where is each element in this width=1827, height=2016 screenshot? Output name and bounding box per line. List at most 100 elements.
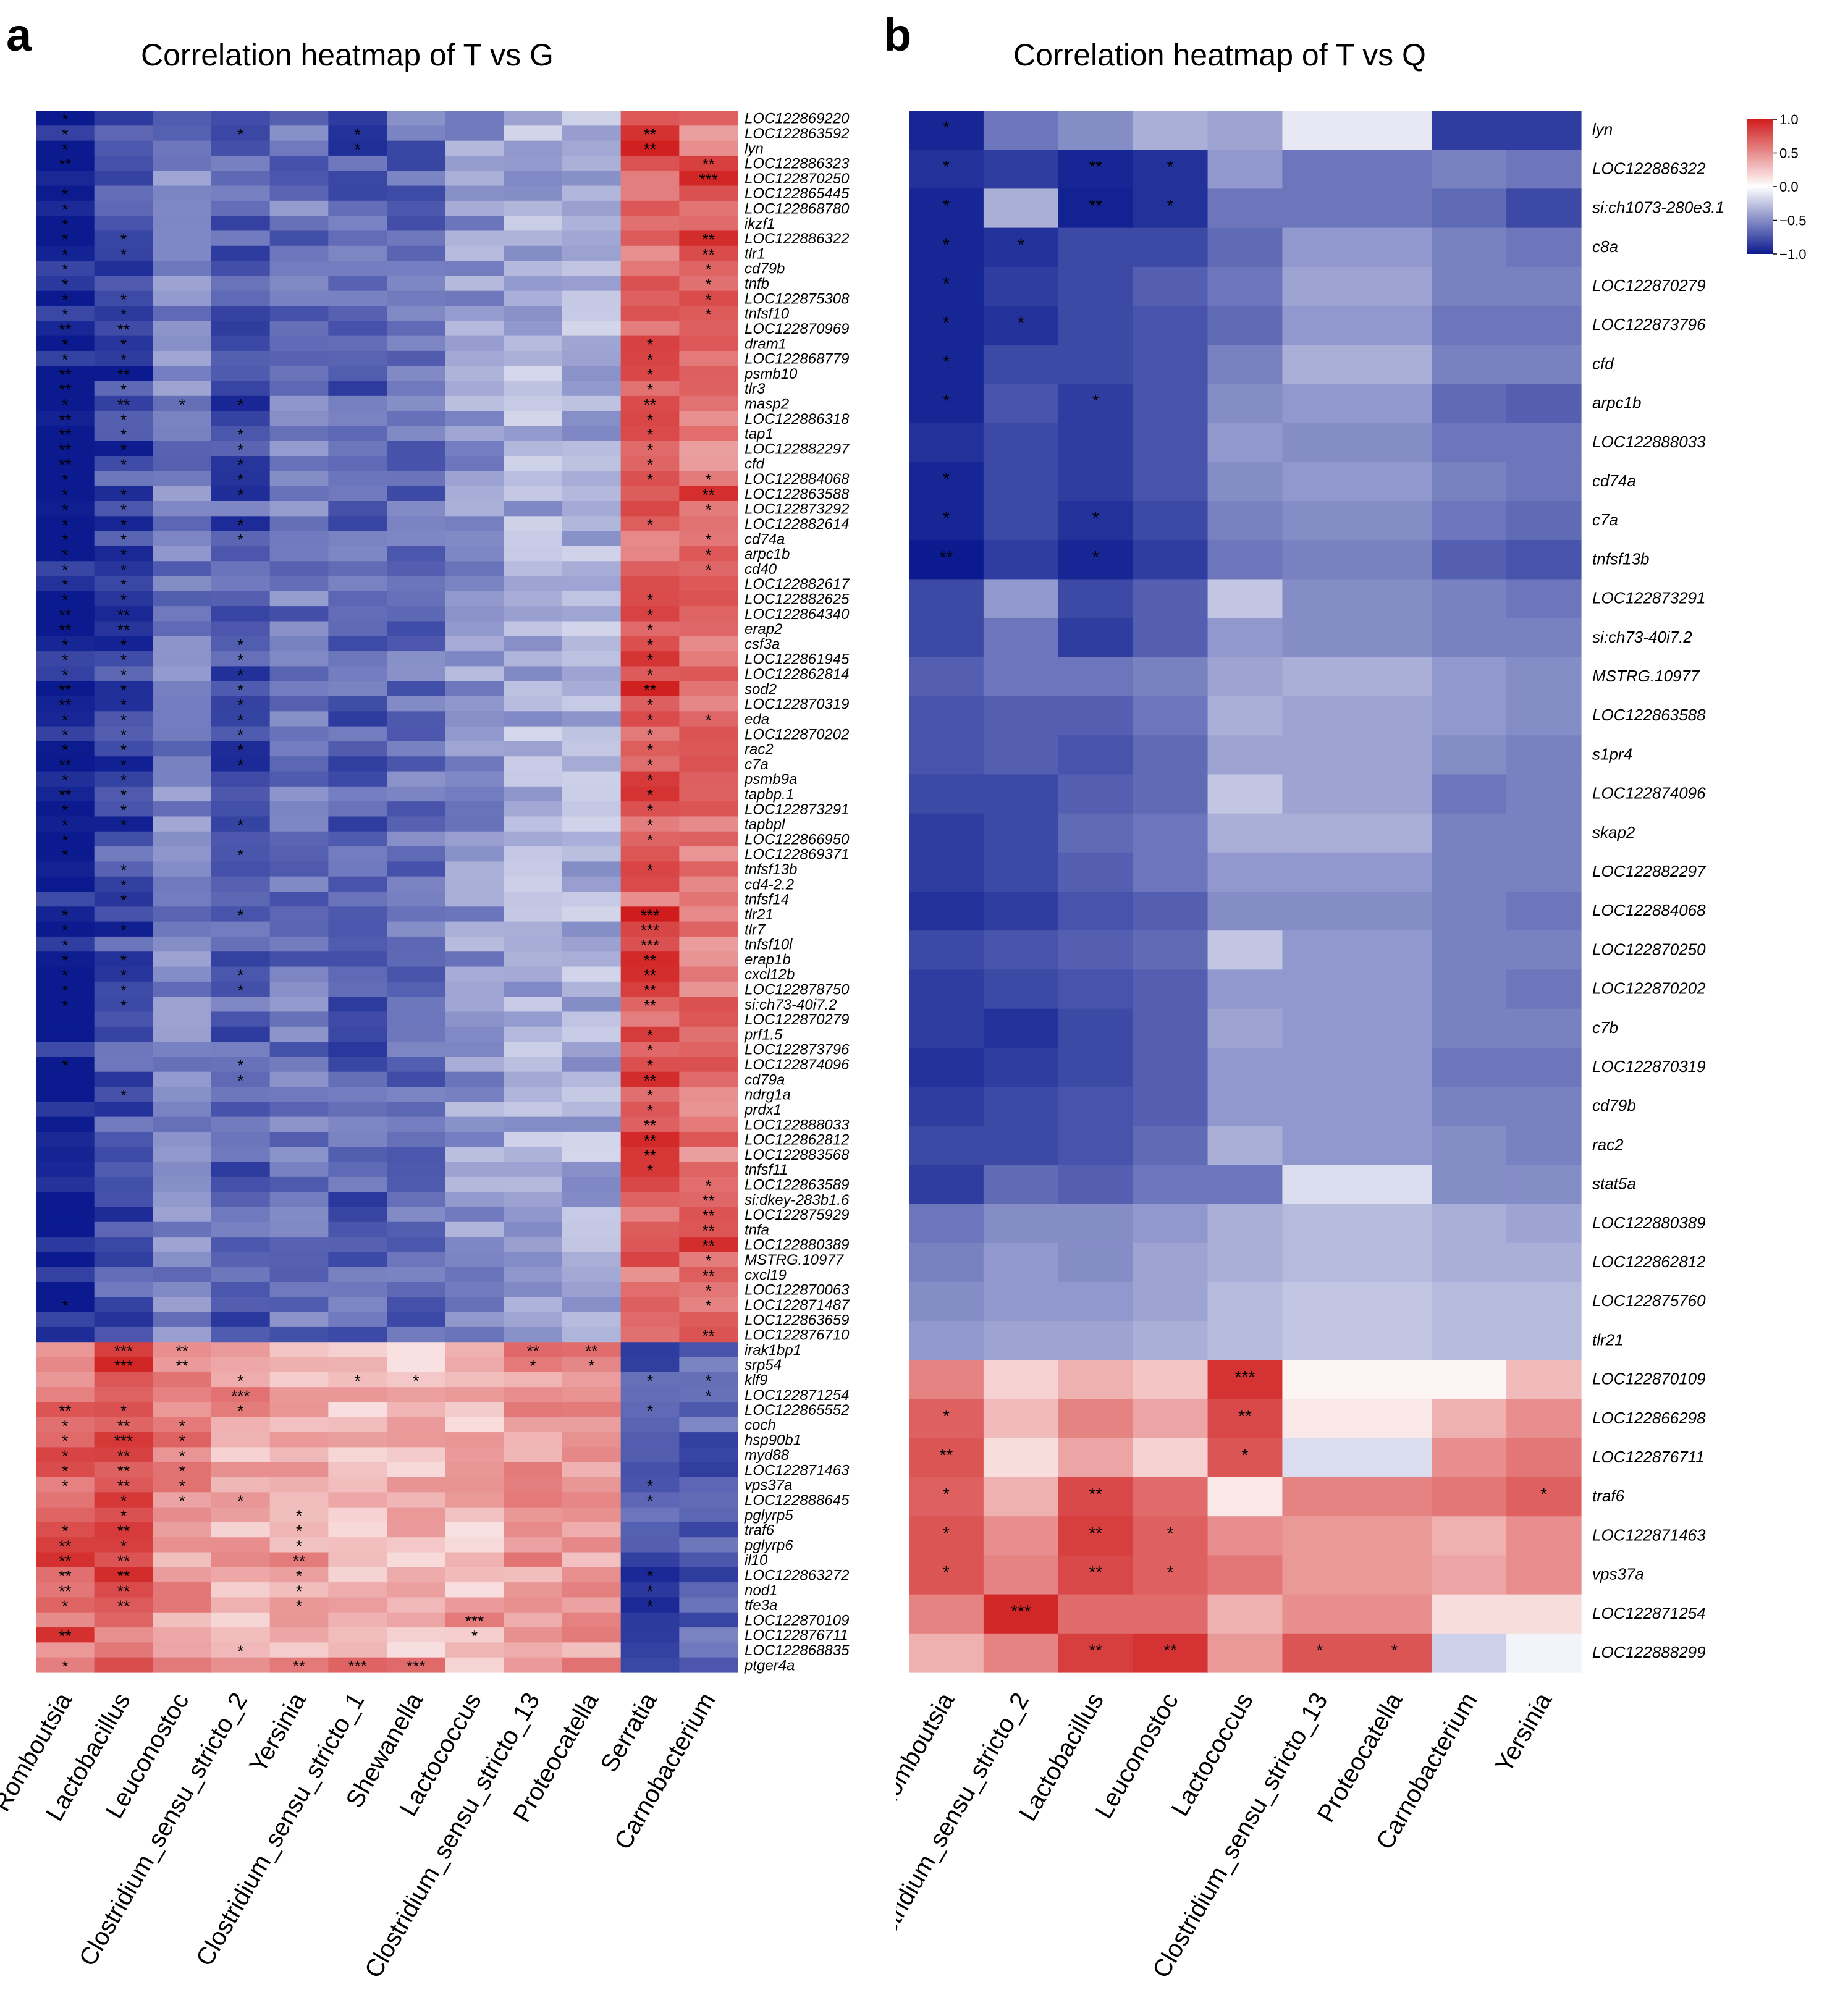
heatmap-a-cell [387, 140, 446, 156]
heatmap-a-cell [679, 831, 738, 847]
heatmap-b-cell [983, 1165, 1059, 1205]
heatmap-a-cell [211, 1131, 271, 1147]
heatmap-a-cell [679, 1417, 738, 1433]
row-label: vps37a [745, 1477, 792, 1494]
heatmap-b-cell [1207, 813, 1283, 853]
heatmap-a-cell [94, 876, 153, 892]
significance-mark: * [62, 831, 68, 850]
heatmap-a-cell [387, 576, 446, 592]
heatmap-a-cell [445, 1432, 504, 1448]
heatmap-a-cell [94, 1357, 153, 1373]
significance-mark: * [237, 696, 243, 714]
heatmap-a-cell [328, 606, 387, 622]
row-label: srp54 [745, 1357, 782, 1373]
significance-mark: * [296, 1582, 302, 1600]
row-label: LOC122882617 [745, 576, 850, 593]
row-label: cd4-2.2 [745, 876, 794, 893]
significance-mark: * [62, 335, 68, 354]
heatmap-a-cell [679, 711, 738, 727]
heatmap-a-cell [36, 1432, 95, 1448]
heatmap-a-cell [36, 1312, 95, 1328]
heatmap-b-cell [983, 1087, 1059, 1126]
heatmap-a-cell [504, 696, 563, 712]
heatmap-a-cell [504, 561, 563, 577]
heatmap-b-cell [1506, 735, 1582, 775]
heatmap-a-cell [562, 1131, 622, 1147]
heatmap-b-cell [909, 813, 984, 853]
heatmap-a-cell [620, 471, 680, 487]
heatmap-a-cell [445, 1252, 504, 1268]
significance-mark: * [237, 1491, 243, 1510]
heatmap-a-cell [504, 411, 563, 427]
heatmap-a-cell [679, 1612, 738, 1628]
heatmap-a-cell [387, 606, 446, 622]
heatmap-a-cell [562, 125, 622, 141]
heatmap-a-cell [445, 1102, 504, 1118]
heatmap-a-cell [679, 1567, 738, 1583]
heatmap-a-cell [328, 1387, 387, 1403]
heatmap-a-cell [269, 741, 329, 757]
significance-mark: * [706, 470, 712, 489]
heatmap-a-cell [504, 546, 563, 562]
heatmap-a-cell [269, 1162, 329, 1178]
heatmap-b-cell [1282, 618, 1357, 658]
row-label: LOC122873291 [1592, 589, 1706, 607]
heatmap-a-cell [445, 1627, 504, 1643]
heatmap-a-cell [269, 892, 329, 907]
row-label: cd40 [745, 561, 777, 578]
heatmap-a-cell [387, 561, 446, 577]
heatmap-a-cell [328, 741, 387, 757]
heatmap-a-cell [562, 681, 622, 697]
row-label: LOC122865552 [745, 1402, 849, 1419]
heatmap-a-cell [504, 1612, 563, 1628]
heatmap-a-cell [211, 1176, 271, 1192]
heatmap-a-cell [328, 366, 387, 382]
heatmap-a-cell [153, 1297, 212, 1313]
heatmap-a-cell [153, 997, 212, 1013]
heatmap-a-cell [211, 1237, 271, 1252]
heatmap-b-cell [909, 345, 984, 384]
heatmap-a-cell [153, 290, 212, 306]
heatmap-a-cell [620, 801, 680, 817]
significance-mark: * [1242, 1445, 1249, 1464]
heatmap-a-cell [504, 846, 563, 862]
significance-mark: * [120, 741, 127, 759]
significance-mark: * [179, 1462, 185, 1480]
heatmap-a-cell [504, 200, 563, 216]
heatmap-b-cell [909, 150, 984, 189]
significance-mark: * [62, 1417, 68, 1435]
heatmap-a-cell [328, 1462, 387, 1478]
heatmap-a-cell [328, 1057, 387, 1073]
heatmap-a-cell [562, 756, 622, 772]
heatmap-b-cell [1133, 150, 1209, 189]
heatmap-a-cell [679, 395, 738, 411]
significance-mark: * [706, 1281, 712, 1300]
heatmap-a-cell [387, 936, 446, 952]
heatmap-a-cell [679, 1582, 738, 1598]
heatmap-a-cell [562, 771, 622, 787]
heatmap-a-cell [620, 276, 680, 292]
heatmap-a-cell [153, 666, 212, 682]
heatmap-b-cell [1058, 579, 1134, 619]
heatmap-a-cell [269, 816, 329, 832]
heatmap-a-cell [679, 892, 738, 907]
heatmap-b-cell [1207, 618, 1283, 658]
significance-mark: ** [703, 155, 715, 174]
significance-mark: * [62, 726, 68, 744]
heatmap-a-cell [445, 1447, 504, 1463]
heatmap-a-cell [445, 1326, 504, 1343]
heatmap-a-cell [328, 1237, 387, 1252]
heatmap-a-cell [328, 171, 387, 187]
heatmap-a-cell [36, 395, 95, 411]
significance-mark: * [706, 290, 712, 309]
row-label: tnfsf14 [745, 892, 789, 908]
row-label: LOC122888645 [745, 1492, 850, 1509]
heatmap-a-cell [387, 1627, 446, 1643]
heatmap-b-cell [1432, 1633, 1507, 1673]
heatmap-b-cell [1207, 345, 1283, 384]
heatmap-b-cell [1207, 1321, 1283, 1360]
heatmap-a-cell [269, 321, 329, 337]
heatmap-a-cell [153, 486, 212, 502]
heatmap-b-cell [1207, 1165, 1283, 1205]
heatmap-a-cell [679, 1597, 738, 1613]
